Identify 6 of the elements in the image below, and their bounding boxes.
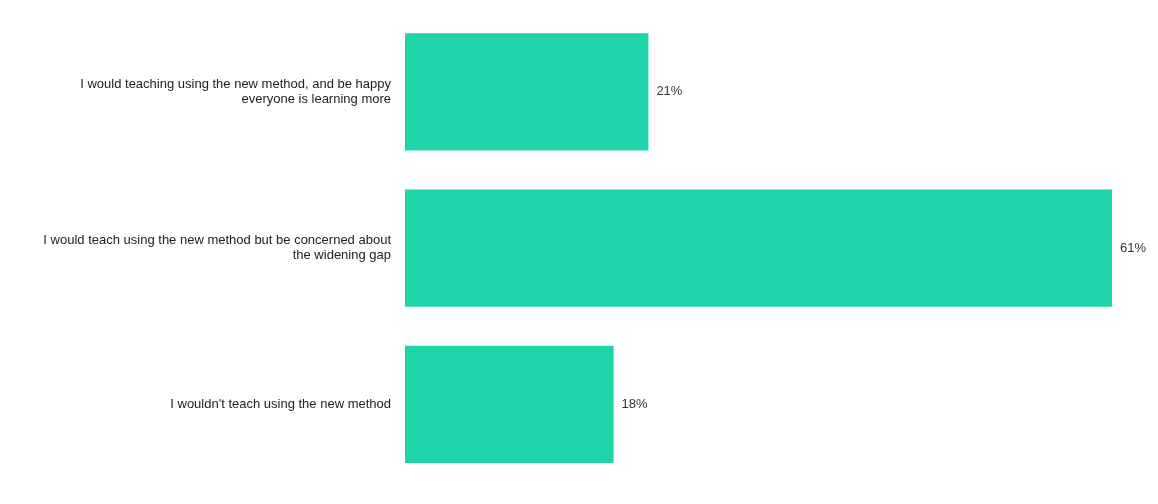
y-tick-label: I wouldn't teach using the new method <box>170 395 391 411</box>
data-label: 61% <box>1120 239 1147 255</box>
y-tick-label: I would teaching using the new method, and be happy everyone is learning more <box>80 75 392 107</box>
data-label: 18% <box>621 395 649 411</box>
y-tick-label: I would teach using the new method but be concerned about the widening gap <box>43 231 392 263</box>
data-label: 21% <box>656 83 683 99</box>
